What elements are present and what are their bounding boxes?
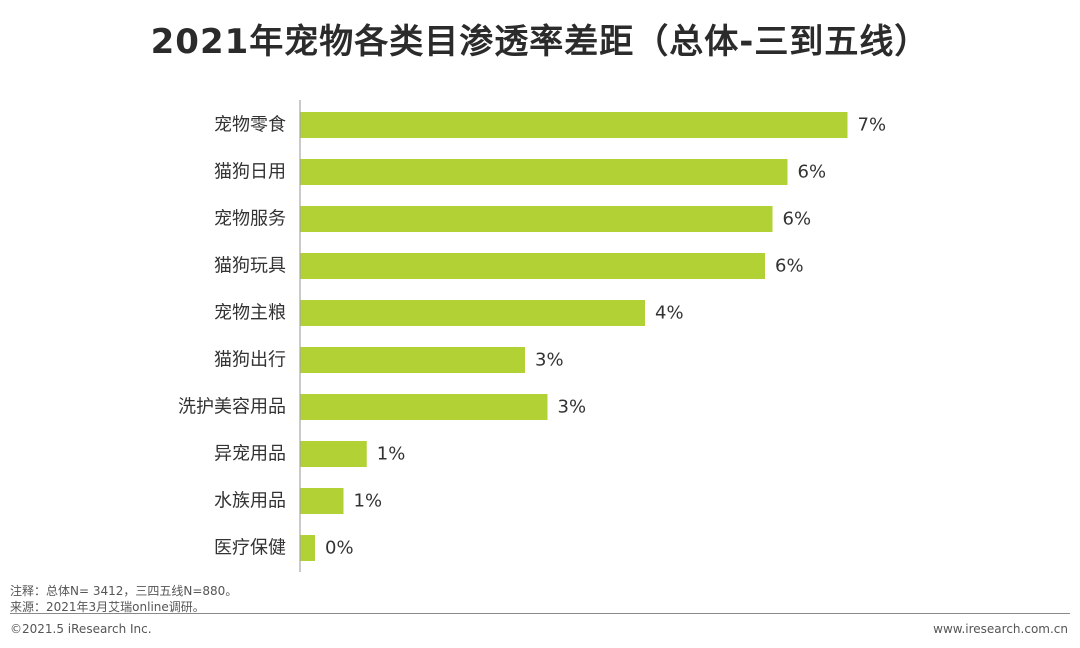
category-label: 宠物主粮 — [214, 303, 286, 324]
bar-5 — [300, 300, 645, 326]
category-label: 宠物零食 — [214, 115, 286, 136]
category-label: 异宠用品 — [214, 444, 286, 465]
footer-copyright: ©2021.5 iResearch Inc. — [10, 622, 152, 636]
bar-3 — [300, 206, 773, 232]
value-label: 6% — [798, 162, 827, 183]
bar-10 — [300, 535, 315, 561]
value-label: 0% — [325, 538, 354, 559]
category-label: 医疗保健 — [214, 538, 286, 559]
value-label: 4% — [655, 303, 684, 324]
bar-6 — [300, 347, 525, 373]
bar-9 — [300, 488, 344, 514]
category-label: 猫狗出行 — [214, 350, 286, 371]
category-label: 水族用品 — [214, 491, 286, 512]
category-label: 猫狗日用 — [214, 162, 286, 183]
footer-website[interactable]: www.iresearch.com.cn — [933, 622, 1068, 636]
value-label: 6% — [775, 256, 804, 277]
bar-7 — [300, 394, 548, 420]
value-label: 6% — [783, 209, 812, 230]
bar-2 — [300, 159, 788, 185]
chart-source: 来源：2021年3月艾瑞online调研。 — [10, 600, 205, 614]
bar-8 — [300, 441, 367, 467]
footer-divider — [10, 613, 1070, 614]
value-label: 3% — [535, 350, 564, 371]
value-label: 7% — [858, 115, 887, 136]
category-label: 宠物服务 — [214, 209, 286, 230]
bar-1 — [300, 112, 848, 138]
chart-title: 2021年宠物各类目渗透率差距（总体-三到五线） — [150, 22, 930, 62]
value-label: 3% — [558, 397, 587, 418]
category-label: 猫狗玩具 — [214, 256, 286, 277]
bar-4 — [300, 253, 765, 279]
value-label: 1% — [354, 491, 383, 512]
category-label: 洗护美容用品 — [178, 397, 286, 418]
chart-note: 注释：总体N= 3412，三四五线N=880。 — [10, 584, 238, 598]
bars-layer: 宠物零食 7% 猫狗日用 6% 宠物服务 6% 猫狗玩具 6% 宠物主粮 4% 猫狗出行 3% 洗护美容… — [178, 112, 886, 561]
value-label: 1% — [377, 444, 406, 465]
